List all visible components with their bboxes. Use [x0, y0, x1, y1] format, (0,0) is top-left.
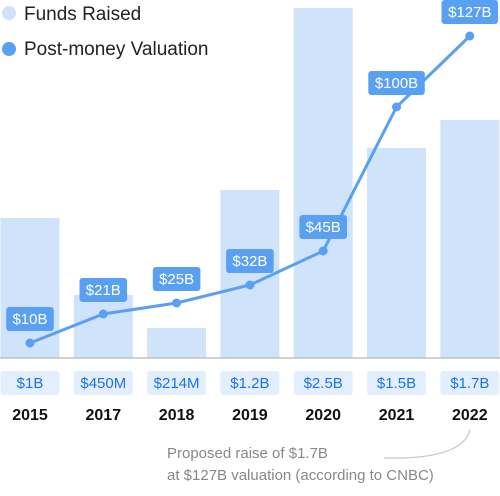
valuation-point-2019 — [245, 280, 255, 290]
funds-label-2015: $1B — [17, 375, 44, 392]
legend-label-funds-raised: Funds Raised — [24, 4, 141, 25]
valuation-point-2017 — [98, 309, 108, 319]
annotation-connector — [383, 429, 471, 459]
funds-label-2021: $1.5B — [377, 375, 416, 392]
funds-label-box-2019 — [220, 371, 280, 395]
year-label-2019: 2019 — [232, 407, 268, 424]
valuation-point-2018 — [172, 298, 182, 308]
legend-marker-post-money-valuation — [2, 42, 16, 56]
points-layer: $10B $21B $25B $32B $45B $100B $127B — [6, 0, 498, 348]
funds-label-box-2017 — [73, 371, 133, 395]
funds-label-2022: $1.7B — [450, 375, 489, 392]
funds-bar-2017 — [73, 295, 133, 358]
year-label-2021: 2021 — [379, 407, 415, 424]
annotation-line-2: at $127B valuation (according to CNBC) — [167, 467, 434, 484]
valuation-label-box-2020 — [299, 215, 347, 239]
year-label-2015: 2015 — [12, 407, 48, 424]
funds-bar-2019 — [220, 190, 280, 358]
valuation-point-2021 — [392, 102, 401, 112]
valuation-label-2019: $32B — [232, 253, 267, 270]
year-labels-layer: 2015 2017 2018 2019 2020 2021 2022 — [12, 407, 487, 424]
valuation-label-box-2021 — [368, 71, 425, 95]
legend-item-funds-raised: Funds Raised — [2, 4, 141, 25]
valuation-label-box-2022 — [441, 0, 498, 24]
funds-label-box-2021 — [367, 371, 426, 395]
valuation-label-box-2017 — [79, 278, 128, 302]
valuation-point-2022 — [465, 31, 475, 41]
funds-label-2020: $2.5B — [304, 375, 343, 392]
funds-label-2019: $1.2B — [230, 375, 269, 392]
valuation-point-2015 — [25, 338, 35, 348]
valuation-label-box-2018 — [152, 267, 201, 291]
funds-label-2017: $450M — [80, 375, 126, 392]
bars-layer — [0, 8, 500, 358]
funds-label-box-2015 — [0, 371, 60, 395]
legend-item-post-money-valuation: Post-money Valuation — [2, 39, 208, 60]
funds-label-box-2018 — [147, 371, 207, 395]
valuation-label-2022: $127B — [448, 4, 491, 21]
funds-bar-2018 — [147, 328, 207, 358]
valuation-label-box-2015 — [6, 307, 54, 331]
annotation: Proposed raise of $1.7B at $127B valuati… — [167, 429, 471, 484]
year-label-2018: 2018 — [159, 407, 195, 424]
fund-labels-layer: $1B $450M $214M $1.2B $2.5B $1.5B $1.7B — [0, 371, 500, 395]
funds-bar-2022 — [440, 120, 500, 358]
year-label-2020: 2020 — [305, 407, 341, 424]
annotation-line-1: Proposed raise of $1.7B — [167, 445, 328, 462]
funds-bar-2015 — [0, 218, 60, 358]
funds-bar-2021 — [367, 148, 426, 358]
valuation-label-2015: $10B — [12, 311, 47, 328]
funds-label-box-2022 — [440, 371, 500, 395]
valuation-label-box-2019 — [226, 249, 274, 273]
valuation-point-2020 — [318, 246, 328, 256]
legend-marker-funds-raised — [2, 6, 16, 20]
valuation-label-2020: $45B — [306, 219, 341, 236]
funds-bar-2020 — [293, 8, 353, 358]
funds-label-2018: $214M — [154, 375, 200, 392]
legend-label-post-money-valuation: Post-money Valuation — [24, 39, 208, 60]
valuation-label-2018: $25B — [159, 271, 194, 288]
year-label-2017: 2017 — [86, 407, 122, 424]
legend: Funds Raised Post-money Valuation — [2, 4, 208, 60]
valuation-label-2017: $21B — [86, 282, 121, 299]
valuation-label-2021: $100B — [375, 75, 418, 92]
funds-label-box-2020 — [293, 371, 353, 395]
year-label-2022: 2022 — [452, 407, 488, 424]
